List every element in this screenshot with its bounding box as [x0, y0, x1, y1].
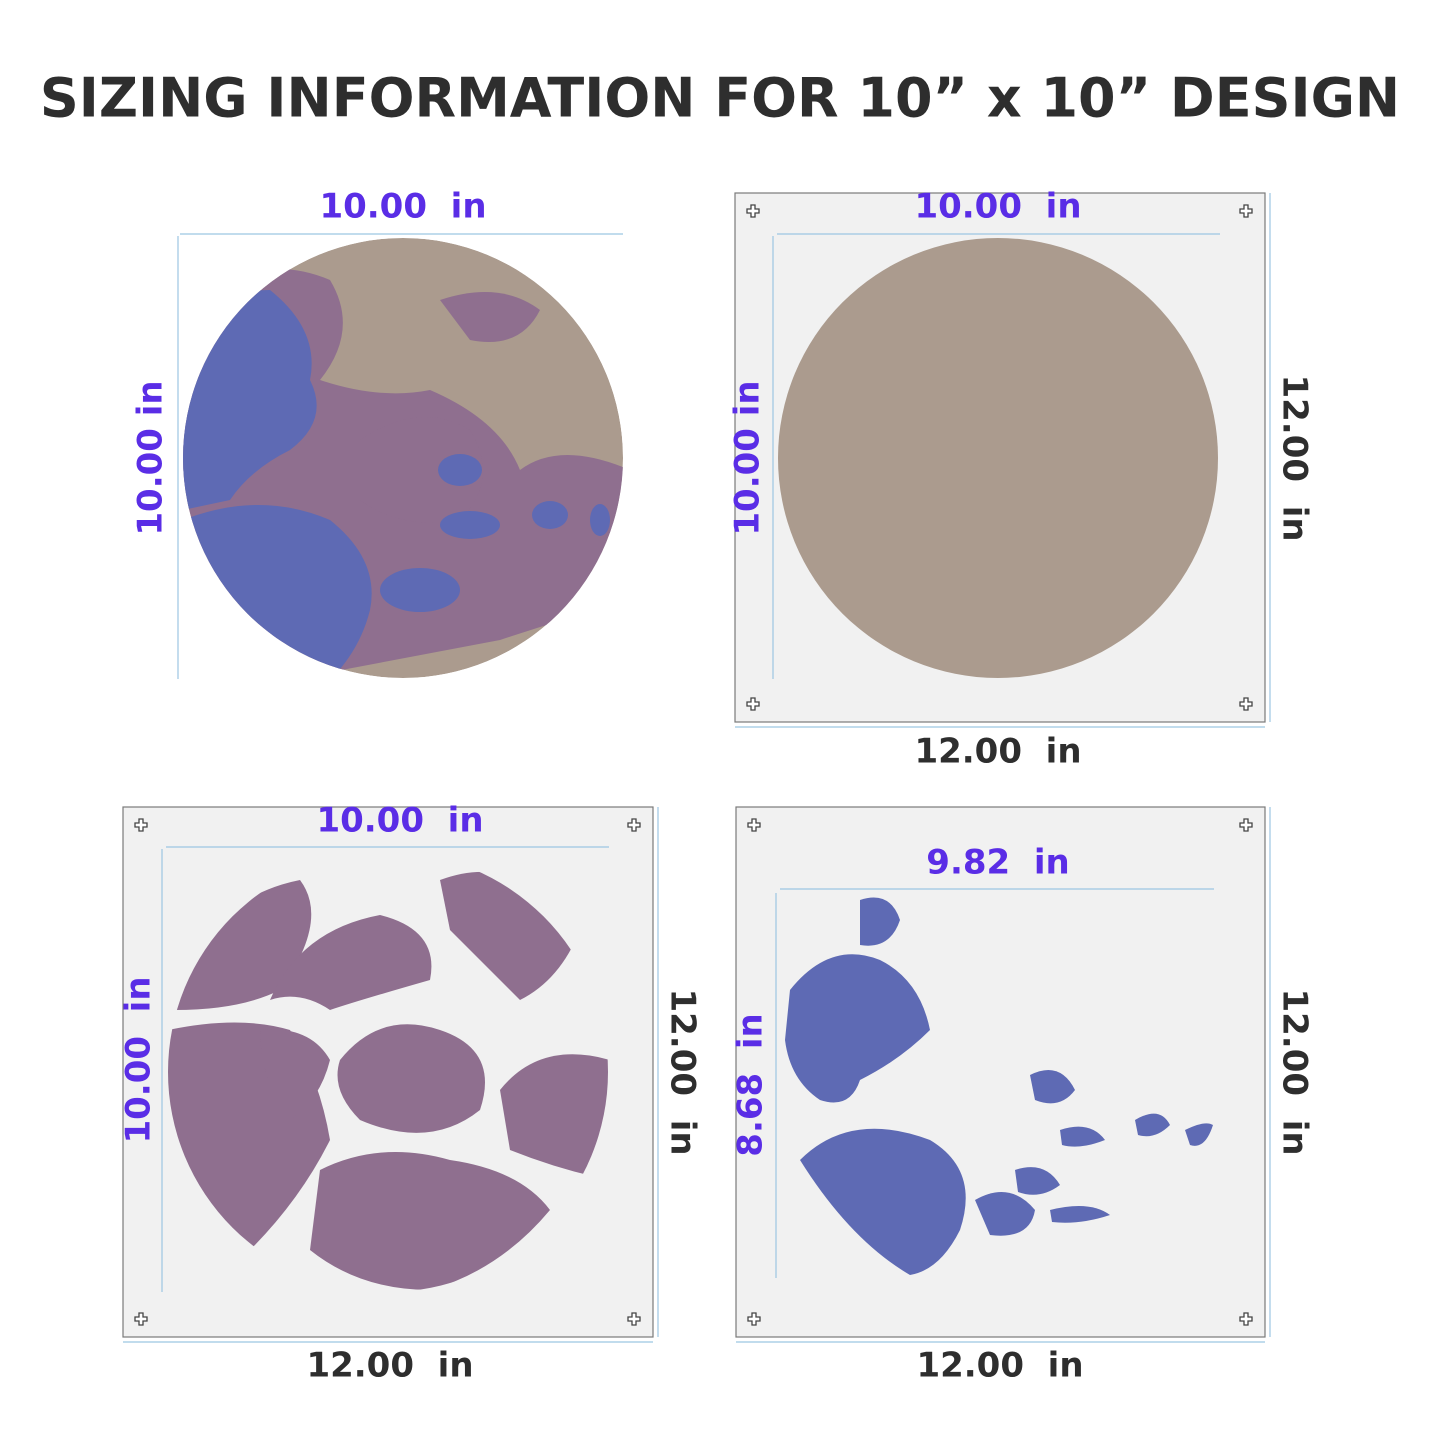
- height-label: 8.68 in: [731, 1013, 771, 1156]
- panel-blue-layer: 9.82 in 8.68 in 12.00 in 12.00 in: [731, 806, 1315, 1386]
- base-circle: [778, 238, 1218, 678]
- blue-shapes: [785, 897, 1213, 1275]
- panel-base-layer: 10.00 in 10.00 in 12.00 in 12.00 in: [728, 187, 1315, 772]
- height-label: 10.00 in: [728, 380, 768, 535]
- sheet-height-label: 12.00 in: [1275, 374, 1315, 541]
- width-label: 10.00 in: [319, 187, 486, 227]
- width-label: 10.00 in: [914, 187, 1081, 227]
- panel-full-design: 10.00 in 10.00 in: [131, 187, 623, 679]
- sheet-width-label: 12.00 in: [916, 1346, 1083, 1386]
- sheet-height-label: 12.00 in: [663, 988, 703, 1155]
- sheet-height-label: 12.00 in: [1275, 988, 1315, 1155]
- sheet-width-label: 12.00 in: [306, 1346, 473, 1386]
- title: SIZING INFORMATION FOR 10” x 10” DESIGN: [40, 67, 1400, 130]
- sheet-width-label: 12.00 in: [914, 732, 1081, 772]
- height-label: 10.00 in: [131, 380, 171, 535]
- moon-full: [183, 238, 623, 678]
- height-label: 10.00 in: [119, 976, 159, 1143]
- width-label: 10.00 in: [316, 801, 483, 841]
- panel-purple-layer: 10.00 in 10.00 in 12.00 in 12.00 in: [119, 801, 703, 1386]
- width-label: 9.82 in: [926, 843, 1069, 883]
